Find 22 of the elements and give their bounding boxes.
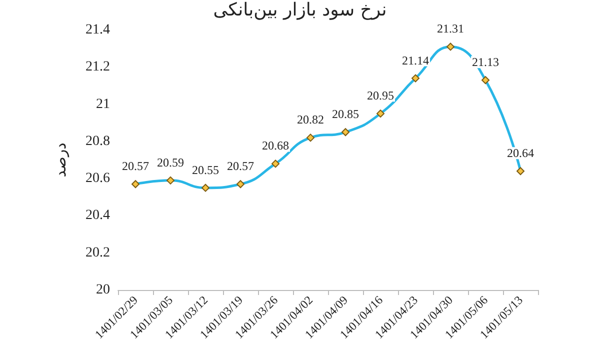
y-tick-label: 20.8: [86, 134, 110, 149]
y-tick-label: 21.2: [86, 60, 110, 75]
data-label: 20.57: [122, 159, 149, 174]
chart-title: نرخ سود بازار بین‌بانکی: [213, 0, 387, 20]
data-label: 20.55: [192, 162, 219, 177]
data-label: 20.59: [157, 155, 184, 170]
data-label: 20.57: [227, 159, 254, 174]
data-label: 21.13: [472, 55, 499, 70]
data-label: 20.85: [332, 107, 359, 122]
y-tick-label: 20.2: [86, 245, 110, 260]
data-label: 20.68: [262, 138, 289, 153]
data-label: 20.95: [367, 88, 394, 103]
y-tick-label: 20.4: [86, 208, 110, 224]
y-tick-label: 20.6: [86, 171, 110, 186]
y-axis-title: درصد: [52, 142, 70, 178]
data-label: 21.31: [437, 22, 464, 36]
data-label: 20.82: [297, 112, 324, 127]
y-tick-label: 21: [96, 96, 110, 112]
data-label: 20.64: [507, 146, 534, 160]
y-tick-label: 21.4: [86, 22, 110, 38]
y-tick-label: 20: [96, 282, 110, 298]
data-label: 21.14: [402, 53, 429, 68]
